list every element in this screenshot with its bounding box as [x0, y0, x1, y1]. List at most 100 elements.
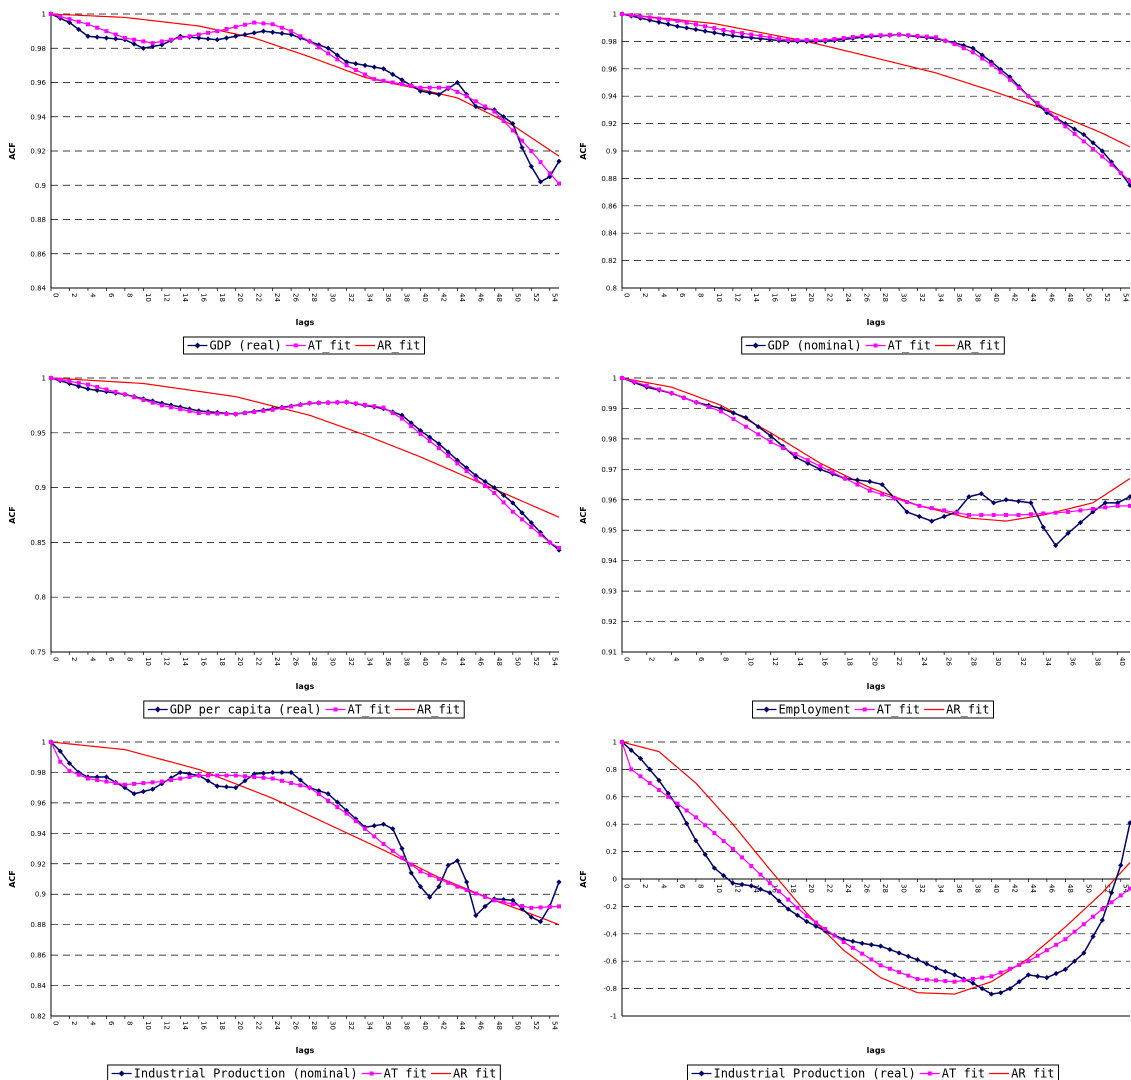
y-tick-label: 0.88	[601, 175, 617, 183]
x-tick-label: 4	[659, 293, 667, 298]
data-point	[233, 33, 239, 39]
data-point	[58, 377, 63, 382]
data-point	[335, 57, 340, 62]
legend-label: Employment	[779, 703, 851, 717]
data-point	[242, 411, 247, 416]
x-tick-label: 16	[199, 1021, 207, 1030]
data-point	[113, 32, 118, 37]
data-point	[417, 88, 424, 94]
data-point	[307, 785, 312, 790]
data-point	[206, 773, 211, 778]
data-point	[95, 778, 100, 783]
legend-label: AT_fit	[877, 703, 920, 717]
legend-label: GDP per capita (real)	[170, 703, 322, 717]
data-point	[454, 858, 460, 864]
y-tick-label: 0.94	[601, 557, 617, 565]
data-point	[206, 411, 211, 416]
data-point	[980, 975, 985, 980]
data-point	[731, 417, 736, 422]
data-point	[224, 773, 229, 778]
data-point	[417, 884, 424, 890]
x-tick-label: 48	[1066, 293, 1074, 302]
x-tick-label: 34	[937, 884, 945, 893]
data-point	[684, 820, 690, 827]
data-point	[867, 488, 872, 493]
y-tick-label: 0.96	[30, 799, 46, 807]
y-tick-label: 0.9	[35, 484, 46, 492]
data-point	[684, 20, 689, 25]
data-point	[998, 970, 1003, 975]
x-tick-label: 36	[384, 293, 392, 302]
x-tick-label: 6	[678, 293, 686, 298]
legend-label: Industrial Production (nominal)	[134, 1067, 358, 1080]
data-point	[67, 768, 72, 773]
data-point	[436, 884, 442, 890]
data-point	[353, 819, 358, 824]
x-tick-label: 28	[310, 1021, 318, 1030]
data-point	[647, 15, 652, 20]
data-point	[418, 85, 423, 90]
data-point	[951, 972, 958, 978]
data-point	[786, 897, 791, 902]
x-tick-label: 10	[144, 1021, 152, 1030]
x-tick-label: 10	[715, 293, 723, 302]
data-point	[906, 33, 911, 38]
data-point	[860, 33, 865, 38]
series-ar-fit	[621, 13, 1131, 148]
data-point	[1053, 510, 1058, 515]
data-point	[252, 20, 257, 25]
x-tick-label: 30	[329, 1021, 337, 1030]
data-point	[887, 946, 893, 953]
data-point	[740, 31, 745, 36]
data-point	[57, 748, 63, 754]
series-line	[50, 741, 560, 923]
x-tick-label: 14	[752, 293, 760, 302]
data-point	[768, 439, 773, 444]
data-point	[409, 862, 414, 867]
x-tick-label: 26	[945, 657, 953, 666]
data-point	[813, 920, 818, 925]
series-line	[621, 377, 1130, 516]
data-point	[1007, 77, 1012, 82]
data-point	[991, 500, 997, 506]
data-point	[76, 380, 81, 385]
x-tick-label: 26	[863, 884, 871, 893]
x-tick-label: 2	[70, 657, 78, 661]
y-axis-label: ACF	[8, 506, 17, 524]
data-point	[140, 788, 146, 795]
data-point	[436, 877, 441, 881]
x-tick-label: 32	[918, 293, 926, 302]
legend-item: Industrial Production (nominal)	[111, 1067, 358, 1080]
series-data	[619, 11, 1131, 188]
x-tick-label: 46	[476, 293, 484, 302]
data-point	[270, 22, 275, 27]
data-point	[159, 403, 164, 408]
data-point	[427, 894, 433, 900]
data-point	[1127, 494, 1131, 500]
data-point	[483, 894, 488, 899]
data-point	[363, 72, 368, 77]
data-point	[693, 22, 698, 27]
y-tick-label: 0.94	[30, 830, 46, 838]
x-tick-label: 46	[476, 657, 484, 666]
data-point	[952, 979, 957, 984]
data-point	[131, 41, 137, 47]
data-point	[510, 128, 515, 133]
data-point	[954, 510, 959, 515]
data-point	[684, 25, 690, 31]
data-point	[390, 848, 395, 853]
legend-marker-diamond	[698, 1070, 705, 1077]
data-point	[1091, 146, 1096, 151]
data-point	[537, 919, 544, 925]
data-point	[970, 45, 976, 51]
data-point	[850, 938, 856, 944]
x-tick-label: 54	[550, 657, 558, 666]
x-tick-label: 28	[969, 657, 977, 666]
data-point	[520, 904, 525, 909]
data-point	[869, 957, 874, 962]
data-point	[547, 174, 553, 180]
y-tick-label: 0.8	[35, 594, 46, 602]
x-tick-label: 40	[421, 1021, 429, 1030]
